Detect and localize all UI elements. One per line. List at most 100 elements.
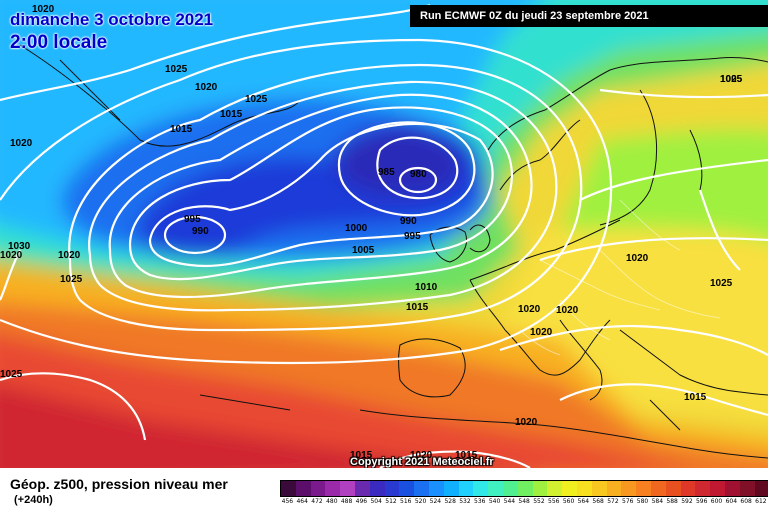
color-scale-label: 540: [488, 498, 501, 505]
isobar-label: 1015: [406, 302, 429, 313]
isobar-label: 1025: [245, 94, 268, 105]
isobar-label: 985: [378, 167, 395, 178]
color-scale-swatch: [281, 481, 296, 496]
color-scale-swatch: [340, 481, 355, 496]
color-scale-swatch: [458, 481, 474, 496]
color-scale-label: 584: [651, 498, 664, 505]
color-scale-label: 576: [622, 498, 634, 505]
geopotential-field: [0, 0, 768, 468]
isobar-label: 1025: [60, 274, 83, 285]
color-scale-swatch: [724, 481, 740, 496]
run-info-banner: Run ECMWF 0Z du jeudi 23 septembre 2021: [410, 5, 768, 27]
isobar-label: 1020: [626, 253, 649, 264]
color-scale-swatch: [369, 481, 385, 496]
isobar-label: 995: [404, 231, 421, 242]
color-scale-label: 580: [636, 498, 649, 505]
color-scale-label: 488: [340, 498, 353, 505]
color-scale-swatch: [621, 481, 637, 496]
color-scale-label: 472: [311, 498, 323, 505]
color-scale-label: 572: [607, 498, 619, 505]
color-scale-swatch: [384, 481, 400, 496]
color-scale-label: 596: [695, 498, 708, 505]
color-scale-swatch: [310, 481, 326, 496]
color-scale-label: 528: [444, 498, 456, 505]
color-scale-swatch: [576, 481, 592, 496]
color-scale-label: 536: [474, 498, 486, 505]
isobar-lines: [0, 3, 768, 468]
copyright-notice: Copyright 2021 Meteociel.fr: [350, 456, 494, 468]
isobar-label: 1025: [165, 64, 188, 75]
color-scale-label: 496: [355, 498, 368, 505]
isobar-label: 1020: [556, 305, 579, 316]
isobar-label: 1020: [195, 82, 218, 93]
color-scale-swatch: [739, 481, 755, 496]
color-scale-label: 604: [725, 498, 738, 505]
color-scale-swatch: [399, 481, 415, 496]
color-scale-label: 524: [429, 498, 442, 505]
color-scale-label: 480: [326, 498, 338, 505]
isobar-label: 1030: [8, 241, 31, 252]
color-scale-label: 456: [281, 498, 294, 505]
color-scale-label: 592: [681, 498, 693, 505]
isobar-label: 1015: [220, 109, 243, 120]
isobar-label: 980: [410, 169, 427, 180]
field-description: Géop. z500, pression niveau mer: [10, 476, 228, 492]
color-scale-swatch: [665, 481, 681, 496]
color-scale-swatch: [414, 481, 429, 496]
isobar-label: 1020: [32, 4, 55, 15]
color-scale-label: 588: [666, 498, 678, 505]
color-scale-swatch: [443, 481, 459, 496]
forecast-date: dimanche 3 octobre 2021: [10, 10, 214, 29]
color-scale-swatch: [680, 481, 696, 496]
color-scale-swatch: [562, 481, 577, 496]
isobar-label: 1025: [720, 74, 743, 85]
color-scale-label: 516: [400, 498, 412, 505]
isobar-label: 1020: [58, 250, 81, 261]
color-scale-swatch: [325, 481, 341, 496]
color-scale-label: 520: [414, 498, 427, 505]
color-scale-label: 556: [548, 498, 560, 505]
color-scale-label: 568: [592, 498, 604, 505]
color-scale-bar: [280, 480, 768, 497]
isobar-label: 1025: [0, 369, 23, 380]
color-scale-label: 548: [518, 498, 530, 505]
isobar-label: 990: [400, 216, 417, 227]
isobar-label: 1020: [10, 138, 33, 149]
color-scale-label: 612: [755, 498, 767, 505]
isobar-label: 1020: [518, 304, 541, 315]
isobar-label: 1015: [684, 392, 707, 403]
isobar-label: 1015: [350, 450, 373, 461]
map-footer: Géop. z500, pression niveau mer (+240h) …: [0, 468, 768, 512]
isobar-label: 1020: [530, 327, 553, 338]
isobar-label: 1015: [170, 124, 193, 135]
color-scale-label: 532: [459, 498, 471, 505]
color-scale-swatch: [754, 481, 768, 496]
color-scale-label: 608: [740, 498, 752, 505]
color-scale-swatch: [532, 481, 548, 496]
color-scale-swatch: [695, 481, 711, 496]
weather-map: 1020 1025 1020 1025 1015 1015 1020 985 980 995 990…: [0, 0, 768, 468]
color-scale-label: 504: [370, 498, 382, 505]
color-scale-label: 564: [577, 498, 590, 505]
color-scale-label: 544: [503, 498, 516, 505]
color-scale-swatch: [710, 481, 725, 496]
isobar-label: 995: [184, 214, 201, 225]
color-scale-swatch: [428, 481, 444, 496]
isobar-label: 1015: [455, 450, 478, 461]
color-scale-label: 600: [710, 498, 723, 505]
isobar-label: 1000: [345, 223, 368, 234]
color-scale-swatch: [354, 481, 370, 496]
isobar-label: 1020: [410, 450, 433, 461]
color-scale-labels: 456 464 472 480 488 496 504 512 516 520 524 528 532 5…: [280, 498, 768, 505]
lead-time: (+240h): [14, 494, 53, 506]
isobar-label: 1020: [515, 417, 538, 428]
isobar-label: 1010: [415, 282, 438, 293]
color-scale-swatch: [502, 481, 518, 496]
isobar-label: 1020: [0, 250, 23, 261]
color-scale-label: 512: [385, 498, 397, 505]
color-scale-label: 560: [562, 498, 575, 505]
color-scale-label: 552: [533, 498, 545, 505]
isobar-label: 1005: [352, 245, 375, 256]
isobar-label: 990: [192, 226, 209, 237]
